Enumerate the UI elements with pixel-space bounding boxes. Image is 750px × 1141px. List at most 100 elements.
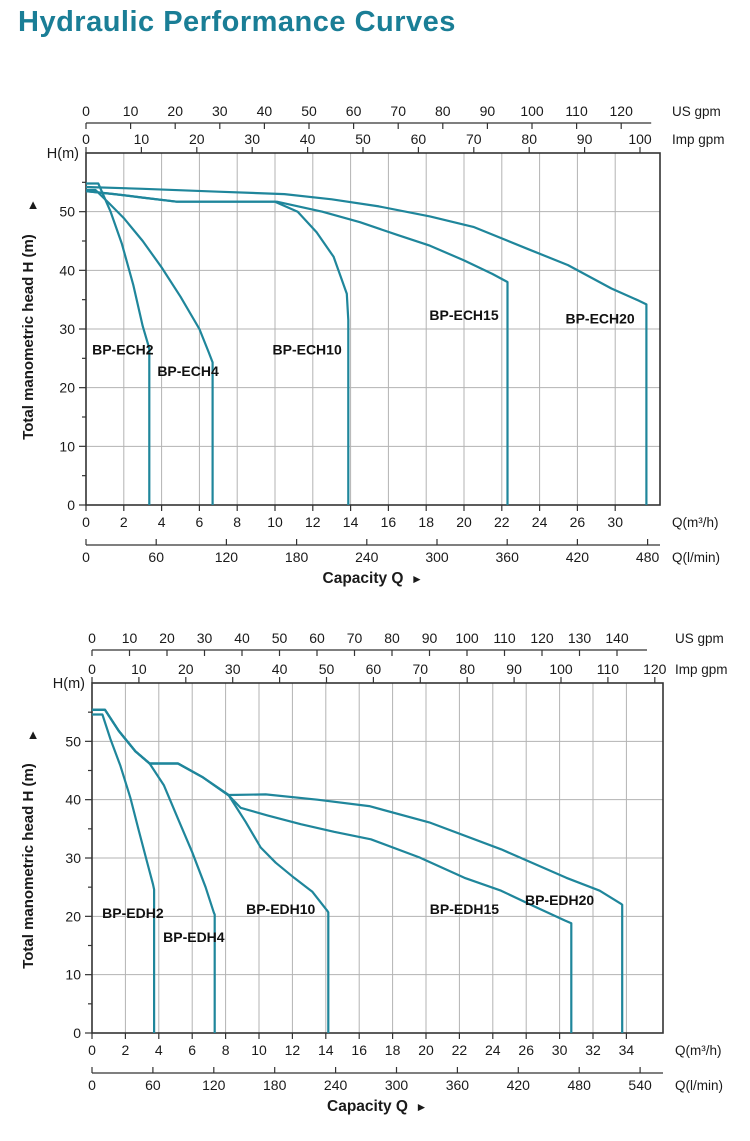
y-axis-arrow-icon: ▲ xyxy=(27,197,40,212)
imp-gpm-tick-label: 30 xyxy=(225,661,241,677)
lmin-tick-label: 420 xyxy=(566,549,590,565)
imp-gpm-tick-label: 0 xyxy=(82,131,90,147)
y-axis-corner-label: H(m) xyxy=(53,676,85,692)
y-tick-label: 10 xyxy=(59,438,75,454)
imp-gpm-tick-label: 30 xyxy=(244,131,260,147)
us-gpm-unit-label: US gpm xyxy=(672,104,721,119)
m3h-tick-label: 0 xyxy=(82,514,90,530)
us-gpm-tick-label: 120 xyxy=(530,630,554,646)
curve-label-BP-EDH2: BP-EDH2 xyxy=(102,905,164,921)
m3h-unit-label: Q(m³/h) xyxy=(672,515,719,530)
us-gpm-tick-label: 70 xyxy=(390,103,406,119)
curve-label-BP-ECH4: BP-ECH4 xyxy=(157,363,219,379)
lmin-tick-label: 180 xyxy=(263,1077,287,1093)
us-gpm-tick-label: 100 xyxy=(455,630,479,646)
curve-label-BP-ECH10: BP-ECH10 xyxy=(273,342,342,358)
x-axis-arrow-icon: ► xyxy=(411,572,423,586)
us-gpm-tick-label: 60 xyxy=(346,103,362,119)
m3h-tick-label: 30 xyxy=(607,514,623,530)
us-gpm-tick-label: 40 xyxy=(234,630,250,646)
curve-BP-EDH15 xyxy=(92,708,573,1033)
m3h-tick-label: 2 xyxy=(122,1042,130,1058)
m3h-tick-label: 18 xyxy=(418,514,434,530)
lmin-tick-label: 420 xyxy=(507,1077,531,1093)
y-axis-corner-label: H(m) xyxy=(47,146,79,162)
m3h-tick-label: 0 xyxy=(88,1042,96,1058)
y-tick-label: 40 xyxy=(59,262,75,278)
imp-gpm-tick-label: 70 xyxy=(413,661,429,677)
m3h-tick-label: 32 xyxy=(585,1042,601,1058)
imp-gpm-tick-label: 0 xyxy=(88,661,96,677)
imp-gpm-tick-label: 40 xyxy=(272,661,288,677)
imp-gpm-tick-label: 40 xyxy=(300,131,316,147)
m3h-tick-label: 20 xyxy=(418,1042,434,1058)
us-gpm-tick-label: 60 xyxy=(309,630,325,646)
us-gpm-tick-label: 0 xyxy=(88,630,96,646)
curve-label-BP-EDH20: BP-EDH20 xyxy=(525,892,594,908)
y-axis-arrow-icon: ▲ xyxy=(27,727,40,742)
lmin-unit-label: Q(l/min) xyxy=(675,1078,723,1093)
imp-gpm-tick-label: 120 xyxy=(643,661,667,677)
lmin-tick-label: 300 xyxy=(425,549,449,565)
m3h-tick-label: 30 xyxy=(552,1042,568,1058)
m3h-tick-label: 6 xyxy=(196,514,204,530)
lmin-tick-label: 180 xyxy=(285,549,309,565)
y-tick-label: 0 xyxy=(67,497,75,513)
lmin-tick-label: 480 xyxy=(568,1077,592,1093)
m3h-tick-label: 2 xyxy=(120,514,128,530)
us-gpm-tick-label: 140 xyxy=(605,630,629,646)
imp-gpm-tick-label: 70 xyxy=(466,131,482,147)
x-axis-arrow-icon: ► xyxy=(416,1100,428,1114)
m3h-tick-label: 20 xyxy=(456,514,472,530)
curve-label-BP-ECH20: BP-ECH20 xyxy=(565,310,634,326)
imp-gpm-tick-label: 100 xyxy=(628,131,652,147)
m3h-tick-label: 22 xyxy=(494,514,510,530)
curve-BP-EDH2 xyxy=(92,713,156,1033)
m3h-tick-label: 18 xyxy=(385,1042,401,1058)
us-gpm-tick-label: 20 xyxy=(159,630,175,646)
lmin-tick-label: 540 xyxy=(628,1077,652,1093)
y-tick-label: 50 xyxy=(59,204,75,220)
curve-label-BP-EDH4: BP-EDH4 xyxy=(163,929,225,945)
imp-gpm-tick-label: 20 xyxy=(189,131,205,147)
curve-label-BP-ECH2: BP-ECH2 xyxy=(92,342,154,358)
imp-gpm-tick-label: 80 xyxy=(459,661,475,677)
imp-gpm-tick-label: 20 xyxy=(178,661,194,677)
curve-BP-ECH15 xyxy=(85,190,509,505)
imp-gpm-unit-label: Imp gpm xyxy=(672,132,725,147)
us-gpm-tick-label: 70 xyxy=(347,630,363,646)
curve-BP-EDH20 xyxy=(92,708,624,1033)
us-gpm-tick-label: 50 xyxy=(301,103,317,119)
lmin-tick-label: 300 xyxy=(385,1077,409,1093)
lmin-tick-label: 60 xyxy=(148,549,164,565)
y-tick-label: 30 xyxy=(59,321,75,337)
us-gpm-tick-label: 90 xyxy=(480,103,496,119)
curve-label-BP-EDH10: BP-EDH10 xyxy=(246,901,315,917)
y-tick-label: 40 xyxy=(65,792,81,808)
imp-gpm-tick-label: 50 xyxy=(355,131,371,147)
imp-gpm-tick-label: 100 xyxy=(549,661,573,677)
us-gpm-tick-label: 90 xyxy=(422,630,438,646)
m3h-tick-label: 16 xyxy=(381,514,397,530)
y-tick-label: 10 xyxy=(65,967,81,983)
y-axis-title: Total manometric head H (m) xyxy=(20,763,37,969)
lmin-tick-label: 360 xyxy=(496,549,520,565)
lmin-tick-label: 360 xyxy=(446,1077,470,1093)
m3h-tick-label: 4 xyxy=(155,1042,163,1058)
page-title: Hydraulic Performance Curves xyxy=(18,6,456,38)
us-gpm-tick-label: 40 xyxy=(257,103,273,119)
m3h-tick-label: 26 xyxy=(518,1042,534,1058)
m3h-tick-label: 12 xyxy=(305,514,321,530)
curve-BP-ECH4 xyxy=(86,188,214,505)
curve-label-BP-ECH15: BP-ECH15 xyxy=(429,307,498,323)
us-gpm-tick-label: 20 xyxy=(167,103,183,119)
m3h-tick-label: 4 xyxy=(158,514,166,530)
m3h-tick-label: 22 xyxy=(452,1042,468,1058)
us-gpm-tick-label: 120 xyxy=(610,103,634,119)
m3h-tick-label: 34 xyxy=(619,1042,635,1058)
m3h-tick-label: 10 xyxy=(267,514,283,530)
lmin-tick-label: 240 xyxy=(324,1077,348,1093)
